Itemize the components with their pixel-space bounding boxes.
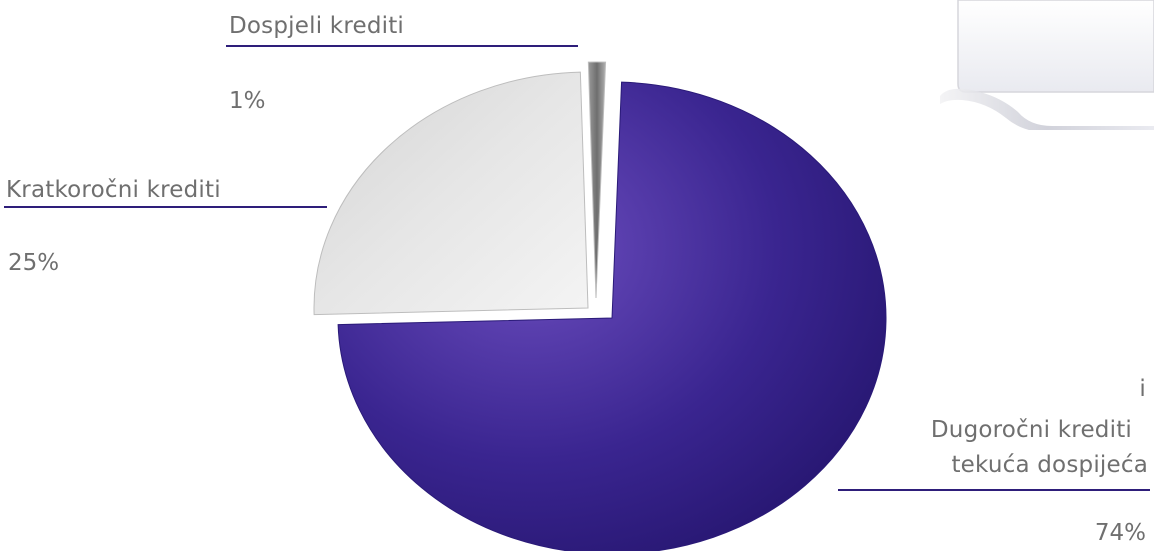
slice-dospjeli-krediti xyxy=(587,61,607,299)
label-kratkorocni-krediti: Kratkoročni krediti xyxy=(6,177,221,203)
label-dospjeli-krediti: Dospjeli krediti xyxy=(229,13,405,39)
label-tekuca-dospijeca: tekuća dospijeća xyxy=(951,452,1148,478)
value-dospjeli-krediti: 1% xyxy=(229,88,266,114)
label-dugorocni-krediti: Dugoročni krediti xyxy=(930,417,1132,443)
value-dugorocni-krediti: 74% xyxy=(1094,520,1146,546)
rule-dospjeli-krediti xyxy=(226,45,578,47)
decorative-panel xyxy=(940,0,1154,130)
value-kratkorocni-krediti: 25% xyxy=(8,250,60,276)
slice-dugorocni-krediti xyxy=(337,81,887,551)
rule-kratkorocni-krediti xyxy=(4,206,327,208)
slice-kratkorocni-krediti xyxy=(313,71,589,316)
label-dugorocni-i: i xyxy=(1139,376,1146,402)
rule-dugorocni-krediti xyxy=(838,489,1150,491)
